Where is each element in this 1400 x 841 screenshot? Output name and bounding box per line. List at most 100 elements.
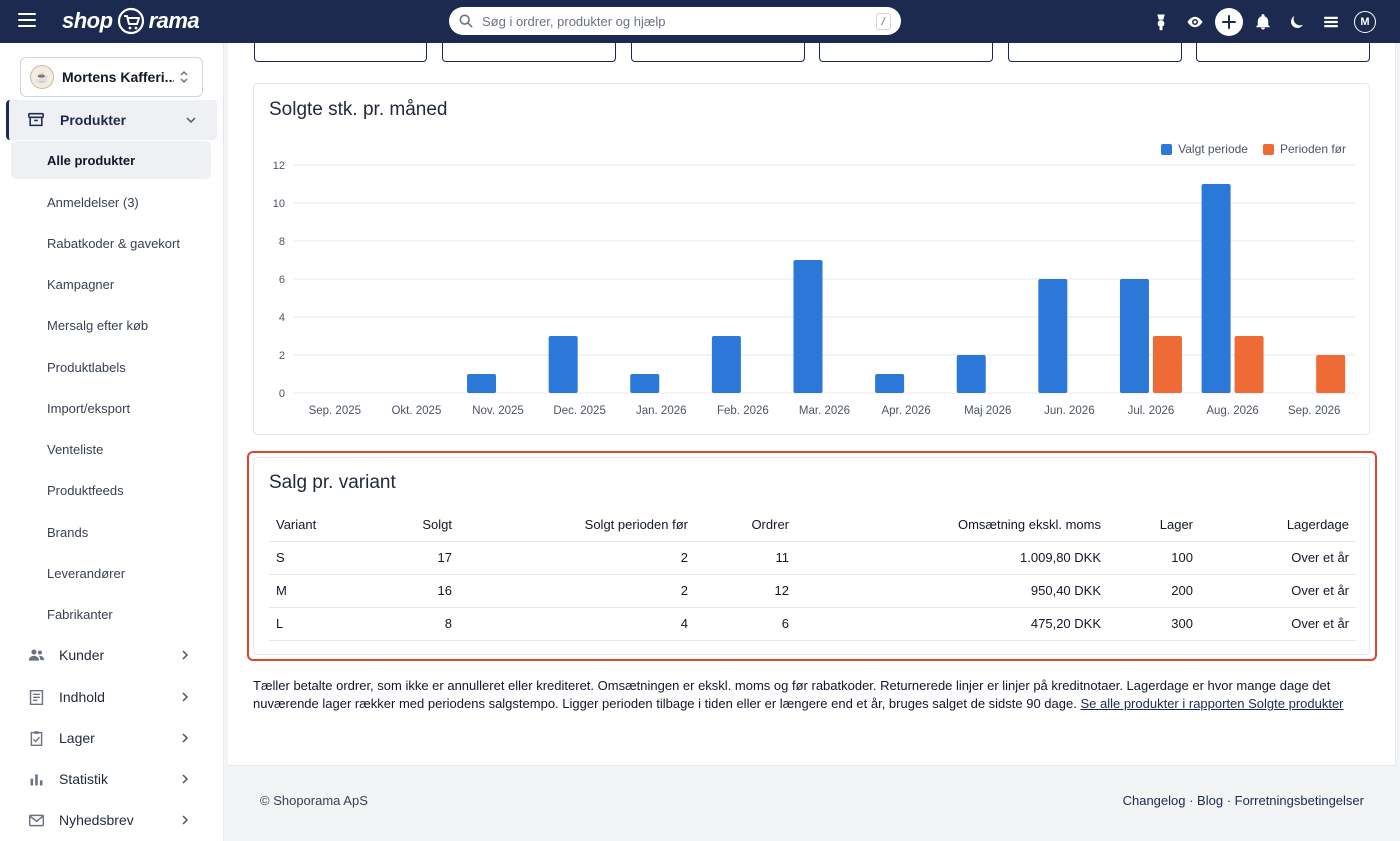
kpi-card[interactable] [1196, 43, 1370, 62]
table-cell: 6 [695, 607, 796, 641]
kpi-card[interactable] [1008, 43, 1182, 62]
bar-previous [1152, 336, 1182, 393]
legend-item-previous[interactable]: Perioden før [1262, 142, 1346, 156]
col-omsaetning[interactable]: Omsætning ekskl. moms [796, 508, 1108, 542]
award-icon [1157, 14, 1165, 30]
variant-highlight-outline [247, 451, 1377, 661]
col-solgt[interactable]: Solgt [339, 508, 459, 542]
sidebar-item-nyhedsbrev[interactable]: Nyhedsbrev [0, 801, 224, 839]
shop-name: Mortens Kafferi... [62, 69, 174, 85]
chevron-right-icon [182, 692, 189, 702]
col-variant[interactable]: Variant [269, 508, 339, 542]
sidebar-subitem-venteliste[interactable]: Venteliste [47, 441, 104, 457]
sidebar-item-label: Statistik [59, 771, 109, 787]
legend-item-selected[interactable]: Valgt periode [1161, 142, 1248, 156]
table-cell: 17 [339, 541, 459, 575]
sidebar-item-statistik[interactable]: Statistik [0, 760, 224, 798]
kpi-card[interactable] [254, 43, 427, 62]
footer-separator: · [1185, 793, 1198, 808]
sidebar-subitem-mersalg[interactable]: Mersalg efter køb [47, 317, 149, 333]
sidebar-subitem-rabatkoder[interactable]: Rabatkoder & gavekort [47, 235, 180, 251]
report-link[interactable]: Se alle produkter i rapporten Solgte pro… [1080, 696, 1344, 711]
search-bar[interactable]: / [449, 7, 901, 35]
sidebar-subitem-fabrikanter[interactable]: Fabrikanter [47, 606, 113, 622]
bar-selected [1038, 279, 1068, 393]
col-solgt-perioden-for[interactable]: Solgt perioden før [459, 508, 695, 542]
kpi-card[interactable] [631, 43, 805, 62]
stores-button[interactable] [1314, 5, 1348, 39]
chart-legend: Valgt periode Perioden før [1146, 142, 1346, 156]
archive-box-icon [28, 112, 44, 127]
sidebar-subitem-kampagner[interactable]: Kampagner [47, 276, 115, 292]
top-bar: shop rama / M [0, 0, 1400, 43]
logo-text-left: shop [62, 8, 113, 33]
sidebar-subitem-alle-produkter[interactable]: Alle produkter [11, 141, 211, 179]
col-lager[interactable]: Lager [1108, 508, 1200, 542]
table-cell: 475,20 DKK [796, 607, 1108, 641]
footer-links: Changelog · Blog · Forretningsbetingelse… [1123, 793, 1364, 808]
chevron-right-icon [182, 774, 189, 784]
sidebar-subitem-leverandorer[interactable]: Leverandører [47, 565, 126, 581]
legend-swatch [1262, 143, 1274, 155]
sidebar-item-indhold[interactable]: Indhold [0, 678, 224, 716]
envelope-icon [28, 814, 45, 826]
bar-chart: 0 2 4 6 8 10 12 Sep. 2025 Okt. 2025 Nov. 2025 Dec.… [273, 160, 1355, 417]
col-ordrer[interactable]: Ordrer [695, 508, 796, 542]
bar-selected [793, 260, 823, 393]
table-row: M 16 2 12 950,40 DKK 200 Over et år [269, 574, 1356, 608]
kpi-card[interactable] [442, 43, 616, 62]
dark-mode-button[interactable] [1280, 5, 1314, 39]
footer-link-blog[interactable]: Blog [1197, 793, 1224, 808]
table-cell: 11 [695, 541, 796, 575]
menu-icon[interactable] [18, 13, 36, 29]
shoporama-logo[interactable]: shop rama [62, 4, 200, 38]
col-lagerdage[interactable]: Lagerdage [1200, 508, 1356, 542]
table-cell: S [269, 541, 339, 575]
cart-logo-icon [117, 7, 144, 35]
sidebar-subitem-import-eksport[interactable]: Import/eksport [47, 400, 131, 416]
sidebar-subitem-anmeldelser[interactable]: Anmeldelser (3) [47, 194, 139, 210]
x-tick-label: Sep. 2026 [1288, 405, 1340, 417]
table-cell: 950,40 DKK [796, 574, 1108, 608]
y-tick-label: 0 [279, 388, 285, 400]
preview-button[interactable] [1178, 5, 1212, 39]
bell-icon [1256, 13, 1270, 29]
user-avatar[interactable]: M [1354, 10, 1376, 33]
bar-selected [1119, 279, 1149, 393]
logo-text-right: rama [148, 8, 200, 33]
create-button[interactable] [1215, 7, 1243, 36]
sidebar-subitem-produktfeeds[interactable]: Produktfeeds [47, 482, 124, 498]
sidebar-item-label: Nyhedsbrev [59, 812, 134, 828]
x-tick-label: Mar. 2026 [799, 405, 850, 417]
sidebar-item-produkter[interactable]: Produkter [6, 100, 217, 140]
bar-selected [467, 374, 497, 393]
sidebar-subitem-brands[interactable]: Brands [47, 524, 89, 540]
variant-table: Variant Solgt Solgt perioden før Ordrer … [269, 508, 1356, 641]
kpi-card[interactable] [819, 43, 993, 62]
plus-icon [1222, 14, 1236, 29]
table-cell: 2 [459, 574, 695, 608]
y-tick-label: 10 [273, 198, 285, 210]
bar-previous [1316, 355, 1346, 393]
footer-separator: · [1223, 793, 1235, 808]
table-cell: 4 [459, 607, 695, 641]
top-actions: M [1144, 0, 1376, 43]
x-tick-label: Maj 2026 [964, 405, 1011, 417]
y-tick-label: 8 [279, 236, 285, 248]
sidebar-item-kunder[interactable]: Kunder [0, 636, 224, 674]
footer-link-changelog[interactable]: Changelog [1122, 793, 1186, 808]
search-input[interactable] [482, 13, 876, 29]
sidebar-item-lager[interactable]: Lager [0, 719, 224, 757]
sidebar-item-label: Lager [59, 730, 95, 746]
bar-selected [956, 355, 986, 393]
sidebar-subitem-produktlabels[interactable]: Produktlabels [47, 359, 126, 375]
award-button[interactable] [1144, 5, 1178, 39]
table-cell: 1.009,80 DKK [796, 541, 1108, 575]
y-tick-label: 12 [273, 160, 285, 172]
chart-title: Solgte stk. pr. måned [269, 99, 448, 120]
notifications-button[interactable] [1246, 5, 1280, 39]
footer-link-terms[interactable]: Forretningsbetingelser [1234, 793, 1364, 808]
variant-sales-card: Salg pr. variant Variant Solgt Solgt per… [253, 457, 1370, 655]
shop-selector[interactable]: ☕ Mortens Kafferi... [20, 57, 203, 97]
x-tick-label: Jan. 2026 [636, 405, 687, 417]
